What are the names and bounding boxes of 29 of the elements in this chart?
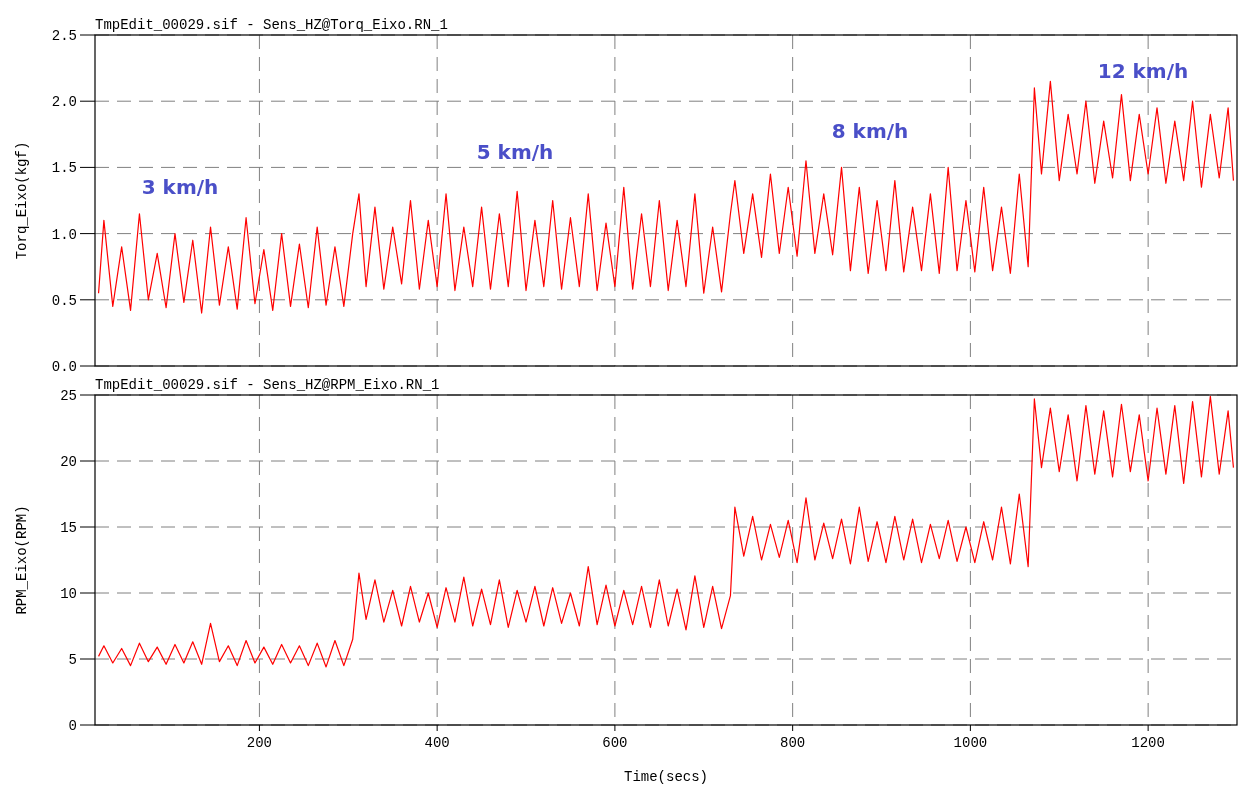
- x-tick-label: 200: [246, 735, 273, 751]
- y-tick-label: 1.5: [51, 160, 77, 177]
- y-tick-label: 0: [68, 717, 77, 734]
- y-tick-label: 0.0: [51, 358, 77, 375]
- y-axis-title: Torq_Eixo(kgf): [14, 141, 30, 260]
- y-tick-label: 2.0: [51, 94, 77, 111]
- x-tick-label: 1000: [953, 735, 988, 751]
- chart-title: TmpEdit_00029.sif - Sens_HZ@Torq_Eixo.RN_1: [95, 17, 448, 33]
- x-tick-label: 600: [602, 735, 628, 751]
- y-axis-title: RPM_Eixo(RPM): [14, 505, 30, 615]
- y-tick-label: 5: [68, 651, 77, 668]
- y-tick-label: 15: [60, 519, 77, 536]
- x-tick-label: 1200: [1131, 735, 1165, 751]
- chart-title: TmpEdit_00029.sif - Sens_HZ@RPM_Eixo.RN_1: [95, 377, 440, 393]
- x-axis-title: Time(secs): [623, 769, 709, 785]
- annotation: 12 km/h: [1097, 59, 1189, 83]
- y-tick-label: 2.5: [51, 27, 77, 44]
- y-tick-label: 1.0: [51, 226, 77, 243]
- y-tick-label: 0.5: [51, 292, 77, 309]
- y-tick-label: 25: [60, 387, 77, 404]
- annotation: 3 km/h: [141, 175, 219, 199]
- annotation: 5 km/h: [476, 140, 554, 164]
- line-series: [97, 80, 1235, 314]
- line-series: [97, 395, 1235, 668]
- x-tick-label: 800: [780, 735, 806, 751]
- y-tick-label: 10: [60, 585, 77, 602]
- x-tick-label: 400: [424, 735, 450, 751]
- annotation: 8 km/h: [831, 119, 909, 143]
- y-tick-label: 20: [60, 453, 77, 470]
